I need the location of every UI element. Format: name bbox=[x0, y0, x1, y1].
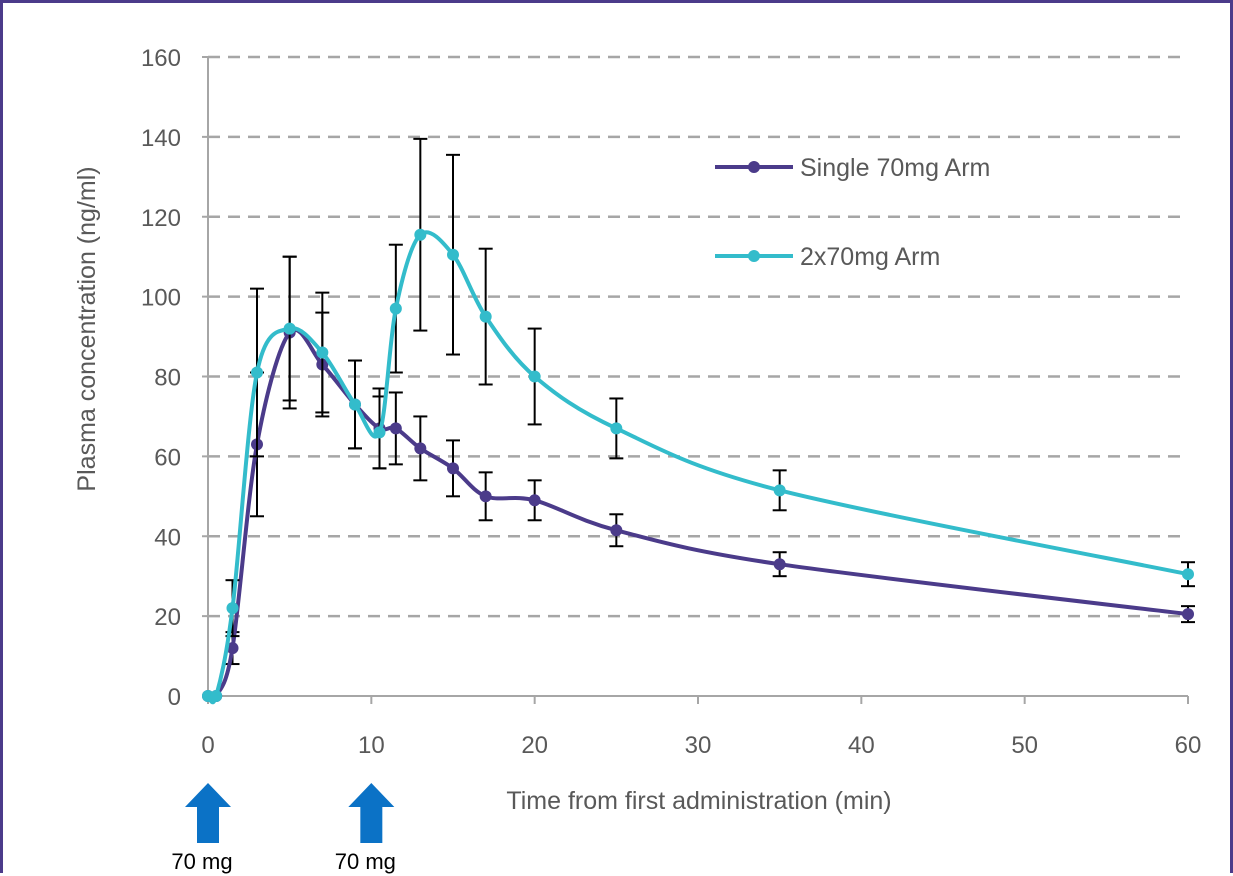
pk-line-chart: 0 20 40 60 80 100 120 140 160 0 10 20 30 40 50 60 Sing… bbox=[73, 45, 1201, 874]
x-axis-title: Time from first administration (min) bbox=[506, 787, 891, 815]
dose-annotations: 70 mg 70 mg bbox=[171, 783, 396, 874]
y-tick-label-140: 140 bbox=[141, 125, 181, 152]
dose-arrow-icon-2 bbox=[348, 783, 395, 843]
x-tick-label-30: 30 bbox=[685, 732, 712, 759]
x-tick-label-20: 20 bbox=[521, 732, 548, 759]
data-point-s2-7 bbox=[373, 426, 386, 439]
y-tick-label-100: 100 bbox=[141, 285, 181, 312]
data-point-s2-11 bbox=[479, 310, 492, 323]
data-point-s1-12 bbox=[528, 494, 541, 507]
data-point-s2-5 bbox=[316, 346, 329, 359]
y-tick-label-20: 20 bbox=[154, 604, 181, 631]
series-2 bbox=[202, 137, 1195, 705]
y-tick-labels: 0 20 40 60 80 100 120 140 160 bbox=[141, 45, 181, 711]
y-tick-label-0: 0 bbox=[168, 684, 181, 711]
data-point-s2-15 bbox=[1182, 568, 1194, 581]
data-point-s1-11 bbox=[479, 490, 492, 503]
data-point-s2-4 bbox=[283, 322, 296, 335]
gridlines bbox=[208, 55, 1188, 618]
dose-label-2: 70 mg bbox=[335, 849, 396, 874]
data-point-s1-13 bbox=[610, 524, 623, 537]
y-tick-label-40: 40 bbox=[154, 524, 181, 551]
x-tick-labels: 0 10 20 30 40 50 60 bbox=[201, 732, 1201, 759]
y-tick-label-80: 80 bbox=[154, 365, 181, 392]
data-point-s2-14 bbox=[773, 484, 786, 497]
axes bbox=[202, 56, 1189, 704]
data-point-s1-15 bbox=[1182, 608, 1194, 621]
x-tick-label-60: 60 bbox=[1175, 732, 1202, 759]
data-point-s2-12 bbox=[528, 370, 541, 383]
series-line-2 bbox=[206, 230, 1189, 705]
data-point-s2-9 bbox=[414, 228, 427, 241]
data-point-s1-14 bbox=[773, 558, 786, 571]
data-point-s2-6 bbox=[349, 398, 361, 411]
legend-label-2: 2x70mg Arm bbox=[800, 243, 940, 271]
series bbox=[202, 137, 1195, 705]
x-tick-label-10: 10 bbox=[358, 732, 385, 759]
data-point-s2-10 bbox=[447, 248, 459, 261]
legend-marker-2 bbox=[748, 250, 760, 262]
data-point-s1-8 bbox=[389, 422, 402, 435]
dose-arrow-icon-1 bbox=[185, 783, 231, 843]
y-axis-title: Plasma concentration (ng/ml) bbox=[73, 166, 101, 491]
data-point-s2-1 bbox=[210, 690, 223, 702]
y-tick-label-60: 60 bbox=[154, 444, 181, 471]
legend-label-1: Single 70mg Arm bbox=[800, 154, 990, 182]
data-point-s2-2 bbox=[226, 602, 239, 615]
data-point-s2-3 bbox=[251, 366, 263, 379]
data-point-s1-9 bbox=[414, 442, 427, 455]
data-point-s2-13 bbox=[610, 422, 623, 435]
legend-marker-1 bbox=[748, 161, 760, 173]
series-1 bbox=[202, 255, 1195, 702]
x-tick-label-0: 0 bbox=[201, 732, 214, 759]
dose-label-1: 70 mg bbox=[171, 849, 232, 874]
x-tick-label-40: 40 bbox=[848, 732, 875, 759]
x-tick-label-50: 50 bbox=[1011, 732, 1038, 759]
y-tick-label-120: 120 bbox=[141, 205, 181, 232]
data-point-s1-10 bbox=[447, 462, 459, 475]
data-point-s2-8 bbox=[389, 302, 402, 315]
y-tick-label-160: 160 bbox=[141, 45, 181, 72]
legend: Single 70mg Arm 2x70mg Arm bbox=[715, 154, 990, 271]
data-point-s1-2 bbox=[226, 642, 239, 655]
